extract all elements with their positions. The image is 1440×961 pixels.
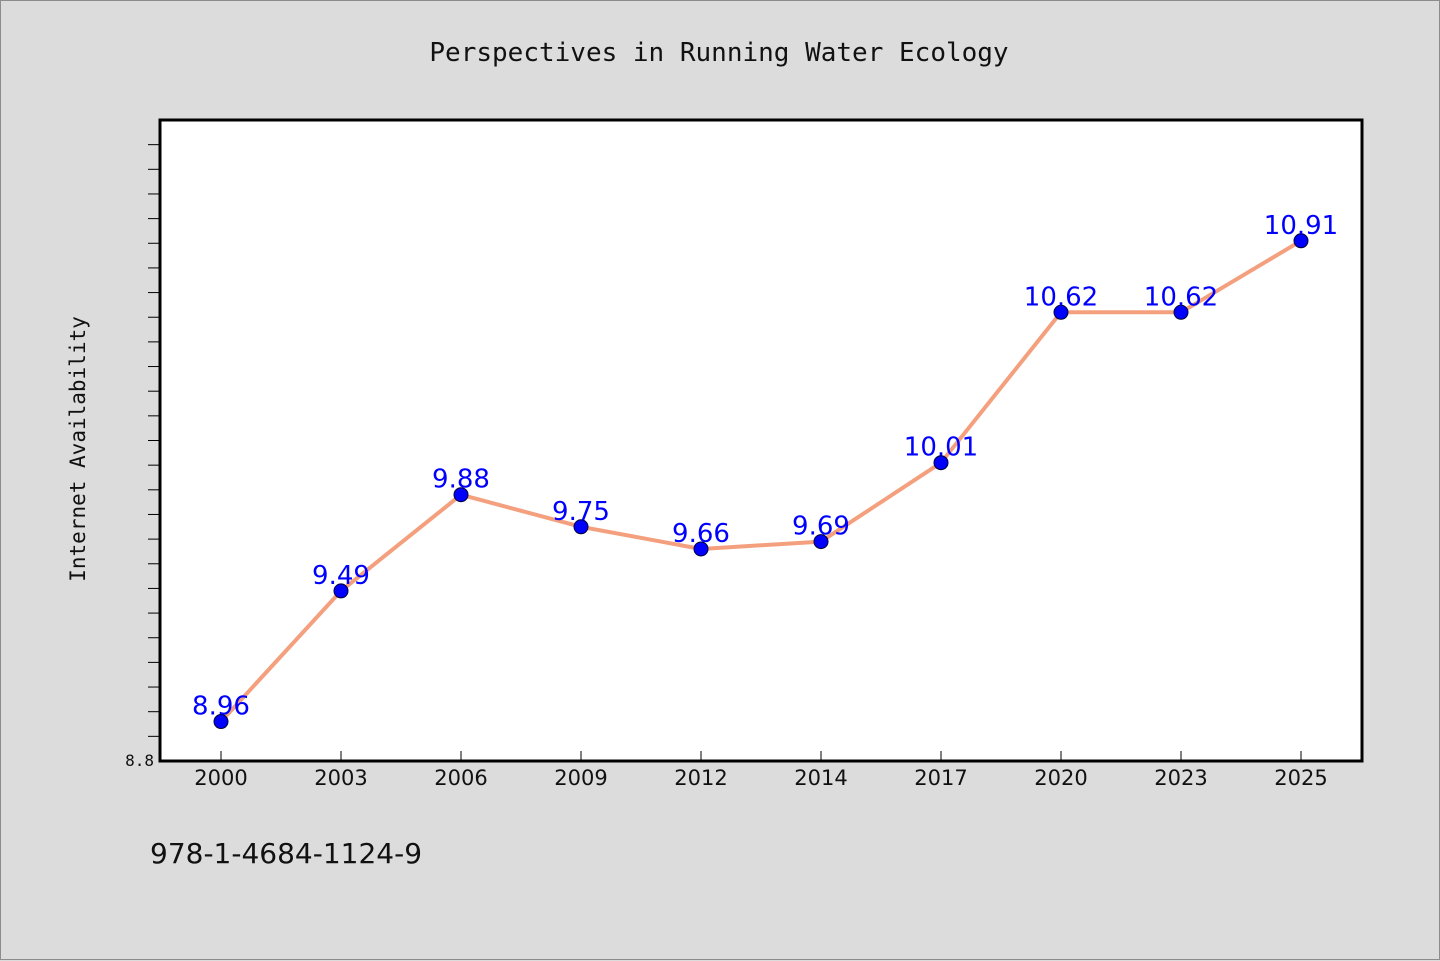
data-point-marker xyxy=(333,583,349,599)
x-tick-label: 2014 xyxy=(794,766,847,790)
data-value-label: 10.62 xyxy=(1144,282,1218,312)
isbn-footer: 978-1-4684-1124-9 xyxy=(150,837,422,870)
plot-area xyxy=(158,118,1364,763)
data-point-marker xyxy=(573,519,589,535)
chart-title: Perspectives in Running Water Ecology xyxy=(429,38,1008,68)
data-markers xyxy=(213,233,1309,730)
series-line xyxy=(219,239,1303,723)
data-value-label: 8.96 xyxy=(192,692,250,722)
data-point-marker xyxy=(1053,304,1069,320)
x-tick-label: 2003 xyxy=(314,766,367,790)
data-value-label: 10.91 xyxy=(1264,211,1338,241)
y-axis-label: Internet Availability xyxy=(66,316,90,582)
data-point-marker xyxy=(693,541,709,557)
x-tick-label: 2020 xyxy=(1034,766,1087,790)
x-tick-label: 2023 xyxy=(1154,766,1207,790)
data-value-label: 9.88 xyxy=(432,465,490,495)
data-point-marker xyxy=(933,455,949,471)
data-value-label: 10.62 xyxy=(1024,282,1098,312)
y-tick-label: 8.8 xyxy=(125,751,154,770)
x-tick-label: 2012 xyxy=(674,766,727,790)
data-value-label: 9.49 xyxy=(312,561,370,591)
data-value-label: 9.75 xyxy=(552,497,610,527)
data-point-marker xyxy=(1173,304,1189,320)
data-point-marker xyxy=(1293,233,1309,249)
x-tick-label: 2000 xyxy=(194,766,247,790)
data-point-marker xyxy=(813,534,829,550)
series-line-group xyxy=(219,239,1303,723)
data-point-marker xyxy=(213,714,229,730)
y-axis-ticks: 8.8 xyxy=(125,144,160,770)
data-labels: 8.96 9.49 9.88 9.75 9.66 9.69 10.01 10.62 10.62 1… xyxy=(192,211,1338,722)
x-tick-label: 2009 xyxy=(554,766,607,790)
data-value-label: 9.69 xyxy=(792,512,850,542)
x-axis-ticks: 2000 2003 2006 2009 2012 2014 2017 2020 2023 2025 xyxy=(194,751,1328,790)
data-point-marker xyxy=(453,487,469,503)
x-tick-label: 2017 xyxy=(914,766,967,790)
data-value-label: 10.01 xyxy=(904,433,978,463)
data-value-label: 9.66 xyxy=(672,519,730,549)
x-tick-label: 2025 xyxy=(1274,766,1327,790)
x-tick-label: 2006 xyxy=(434,766,487,790)
